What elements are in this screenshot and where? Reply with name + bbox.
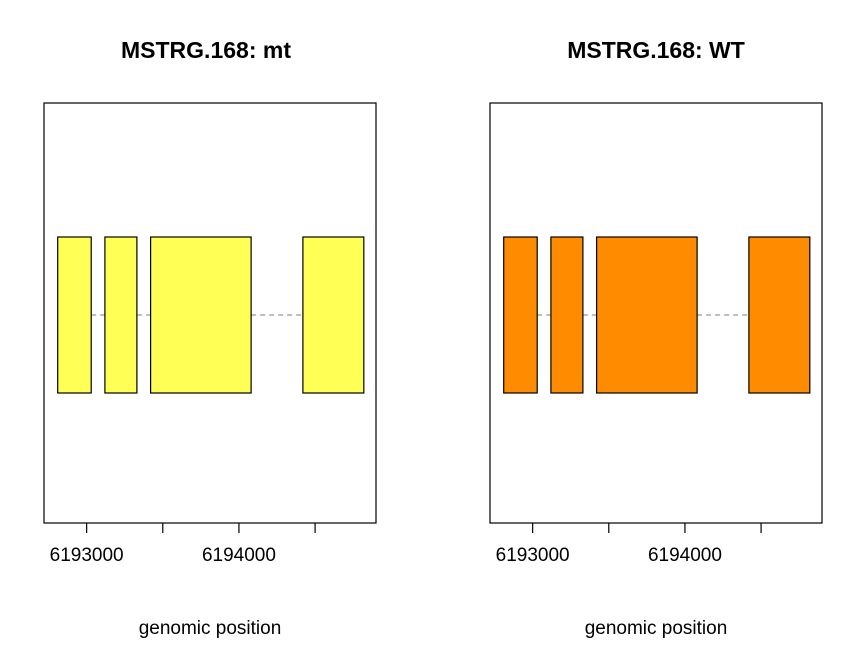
exon-marks	[57, 236, 365, 394]
exon-rect	[596, 236, 698, 394]
x-tick-label: 6194000	[202, 545, 276, 566]
plot-frame	[43, 102, 377, 524]
plot-frame	[489, 102, 823, 524]
exon-rect	[550, 236, 584, 394]
panel-mt: MSTRG.168: mt 6193000 6194000 genomic pos…	[43, 37, 377, 639]
exon-rect	[503, 236, 538, 394]
exon-rect	[150, 236, 252, 394]
x-tick-label: 6194000	[648, 545, 722, 566]
x-axis-ticks: 6193000 6194000	[496, 523, 762, 566]
exon-rect	[57, 236, 92, 394]
exon-rect	[748, 236, 811, 394]
exon-rect	[104, 236, 138, 394]
x-tick-label: 6193000	[50, 545, 124, 566]
exon-marks	[503, 236, 811, 394]
x-tick-label: 6193000	[496, 545, 570, 566]
x-axis-label: genomic position	[139, 618, 282, 639]
panel-title: MSTRG.168: WT	[567, 37, 745, 63]
exon-rect	[302, 236, 365, 394]
panel-title: MSTRG.168: mt	[121, 37, 291, 63]
panel-wt: MSTRG.168: WT 6193000 6194000 genomic pos…	[489, 37, 823, 639]
x-axis-ticks: 6193000 6194000	[50, 523, 316, 566]
x-axis-label: genomic position	[585, 618, 728, 639]
